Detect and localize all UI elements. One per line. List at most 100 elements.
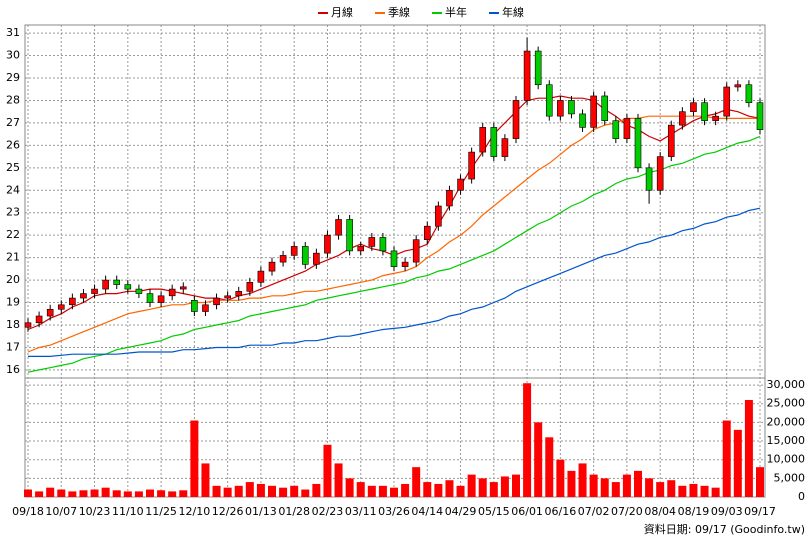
volume-bar xyxy=(534,422,543,497)
y-tick-label: 16 xyxy=(6,363,20,376)
volume-bar xyxy=(678,485,687,497)
x-tick-label: 11/10 xyxy=(112,505,144,518)
y-tick-label: 25 xyxy=(6,161,20,174)
x-tick-label: 09/03 xyxy=(711,505,743,518)
volume-bar xyxy=(500,476,509,497)
candle-body xyxy=(91,288,98,294)
candle-body xyxy=(313,252,320,265)
candle-body xyxy=(712,115,719,121)
candle-body xyxy=(601,95,609,121)
volume-bar xyxy=(467,474,476,497)
candle-body xyxy=(113,279,121,285)
candle-body xyxy=(279,255,287,263)
candle-body xyxy=(135,288,143,294)
volume-bar xyxy=(489,482,498,497)
candle-body xyxy=(401,261,409,267)
candle-body xyxy=(623,118,631,139)
y2-tick-label: 5,000 xyxy=(774,471,806,484)
volume-bar xyxy=(168,491,177,497)
volume-bar xyxy=(356,482,365,497)
volume-bar xyxy=(545,437,554,497)
candle-body xyxy=(235,291,243,297)
candle-body xyxy=(557,100,564,117)
volume-bar xyxy=(279,487,288,497)
candle-body xyxy=(745,84,753,103)
candle-body xyxy=(568,100,575,115)
volume-bar xyxy=(323,444,332,497)
volume-bar xyxy=(512,474,520,497)
candle-body xyxy=(690,102,697,112)
candle-body xyxy=(168,288,176,297)
y-tick-label: 17 xyxy=(6,340,20,353)
volume-bar xyxy=(634,470,642,497)
moving-average-line xyxy=(28,207,761,357)
y2-tick-label: 30,000 xyxy=(767,378,806,391)
y2-tick-label: 15,000 xyxy=(767,434,806,447)
candle-body xyxy=(335,219,342,236)
volume-bar xyxy=(256,483,265,497)
candle-body xyxy=(324,234,331,254)
volume-bar xyxy=(456,485,465,497)
candle-body xyxy=(512,100,520,139)
candle-body xyxy=(301,246,309,265)
candle-body xyxy=(490,127,498,157)
candle-body xyxy=(523,50,531,101)
y-tick-label: 28 xyxy=(6,93,20,106)
candle-body xyxy=(290,246,298,256)
volume-bar xyxy=(223,487,232,497)
candle-body xyxy=(257,270,265,283)
candle-body xyxy=(102,279,109,290)
volume-bar xyxy=(90,489,99,497)
candle-body xyxy=(390,250,398,267)
volume-bar xyxy=(245,482,254,497)
volume-bar xyxy=(345,478,354,497)
volume-bar xyxy=(112,490,121,497)
x-tick-label: 10/23 xyxy=(79,505,111,518)
volume-bar xyxy=(700,485,709,497)
x-tick-label: 12/26 xyxy=(212,505,244,518)
volume-bar xyxy=(268,485,276,497)
volume-bar xyxy=(101,487,110,497)
candle-body xyxy=(346,219,353,252)
volume-bar xyxy=(57,489,66,497)
y-tick-label: 30 xyxy=(6,49,20,62)
y2-tick-label: 25,000 xyxy=(767,397,806,410)
x-tick-label: 09/18 xyxy=(12,505,44,518)
volume-bar xyxy=(689,483,698,497)
volume-bar xyxy=(656,482,665,497)
volume-bar xyxy=(290,485,299,497)
legend-label: 月線 xyxy=(331,5,353,19)
legend-label: 半年 xyxy=(445,5,467,19)
candle-body xyxy=(46,308,54,317)
x-tick-label: 04/29 xyxy=(445,505,477,518)
volume-bar xyxy=(622,474,631,497)
volume-bar xyxy=(711,487,720,497)
volume-bar xyxy=(24,489,32,497)
y-tick-label: 18 xyxy=(6,318,20,331)
x-tick-label: 08/04 xyxy=(644,505,676,518)
volume-bar xyxy=(212,485,221,497)
x-tick-label: 09/17 xyxy=(744,505,776,518)
volume-bar xyxy=(378,485,387,497)
legend-label: 年線 xyxy=(502,5,524,19)
candle-body xyxy=(545,84,553,117)
x-tick-label: 06/01 xyxy=(511,505,543,518)
candle-body xyxy=(179,286,187,290)
x-tick-label: 07/02 xyxy=(578,505,610,518)
candle-body xyxy=(579,113,586,128)
candle-body xyxy=(224,295,231,299)
volume-bar xyxy=(68,491,77,497)
candle-body xyxy=(357,246,365,252)
y-tick-label: 27 xyxy=(6,116,20,129)
volume-bar xyxy=(79,490,88,497)
y2-tick-label: 0 xyxy=(798,490,805,503)
volume-bar xyxy=(478,478,487,497)
volume-bar xyxy=(179,490,188,497)
volume-bar xyxy=(434,483,443,497)
x-tick-label: 10/07 xyxy=(45,505,77,518)
volume-bar xyxy=(722,420,731,497)
candle-body xyxy=(202,304,209,312)
candle-body xyxy=(667,124,675,157)
candle-body xyxy=(246,282,254,292)
